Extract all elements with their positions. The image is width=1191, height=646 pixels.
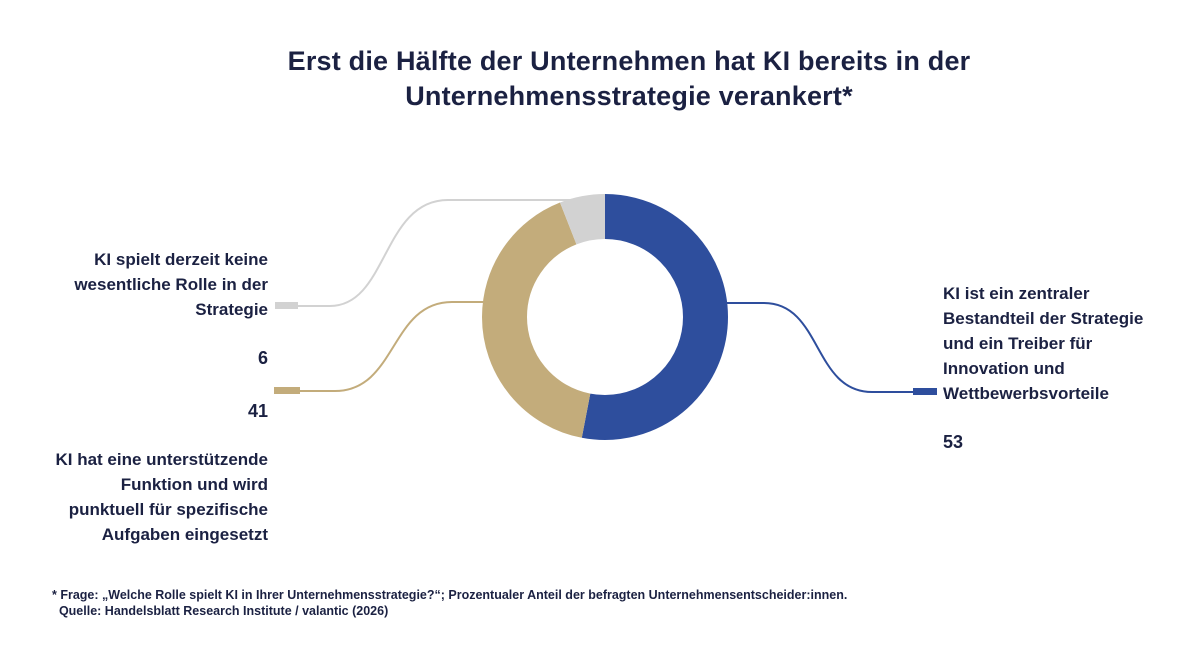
leader-tick-gray (275, 302, 298, 309)
donut-segment-keine-wesentliche-rolle (482, 194, 728, 440)
donut-chart (482, 194, 728, 440)
connector-line-tan (300, 301, 486, 392)
annotation-central-role-text: KI ist ein zentraler Bestandteil der Str… (943, 284, 1144, 403)
annotation-central-role-value: 53 (943, 432, 964, 452)
donut-segment-unterstuetzende-funktion (482, 194, 728, 440)
annotation-supporting-role: 41 KI hat eine unterstützende Funktion u… (40, 375, 268, 572)
leader-tick-tan (274, 387, 300, 394)
leader-tick-blue (913, 388, 937, 395)
annotation-central-role: KI ist ein zentraler Bestandteil der Str… (943, 256, 1183, 478)
annotation-supporting-role-value: 41 (247, 401, 268, 421)
annotation-no-role-text: KI spielt derzeit keine wesentliche Roll… (74, 250, 268, 319)
annotation-supporting-role-text: KI hat eine unterstützende Funktion und … (55, 450, 268, 544)
connector-line-blue (725, 302, 914, 393)
chart-title: Erst die Hälfte der Unternehmen hat KI b… (287, 46, 971, 111)
footnote-source: * Frage: „Welche Rolle spielt KI in Ihre… (52, 588, 848, 618)
annotation-no-role: KI spielt derzeit keine wesentliche Roll… (40, 222, 268, 394)
connector-line-gray (298, 199, 580, 307)
annotation-no-role-value: 6 (257, 348, 268, 368)
